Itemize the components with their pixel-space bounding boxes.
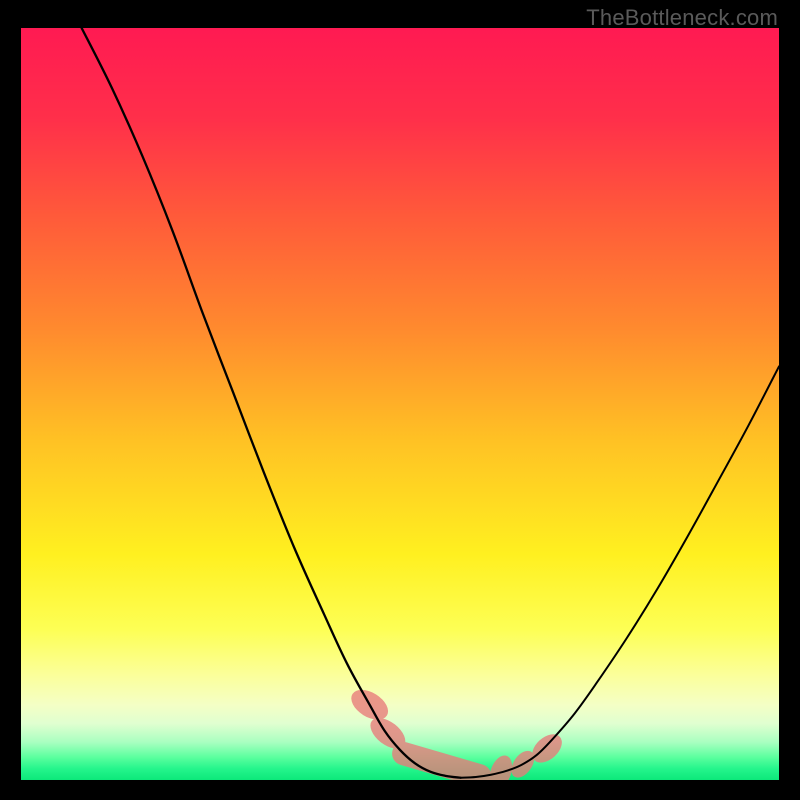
left-curve (82, 28, 461, 778)
plot-area (21, 28, 779, 780)
bottom-markers (346, 684, 567, 780)
curves-svg (21, 28, 779, 780)
watermark-label: TheBottleneck.com (586, 5, 778, 31)
right-curve (461, 366, 779, 777)
